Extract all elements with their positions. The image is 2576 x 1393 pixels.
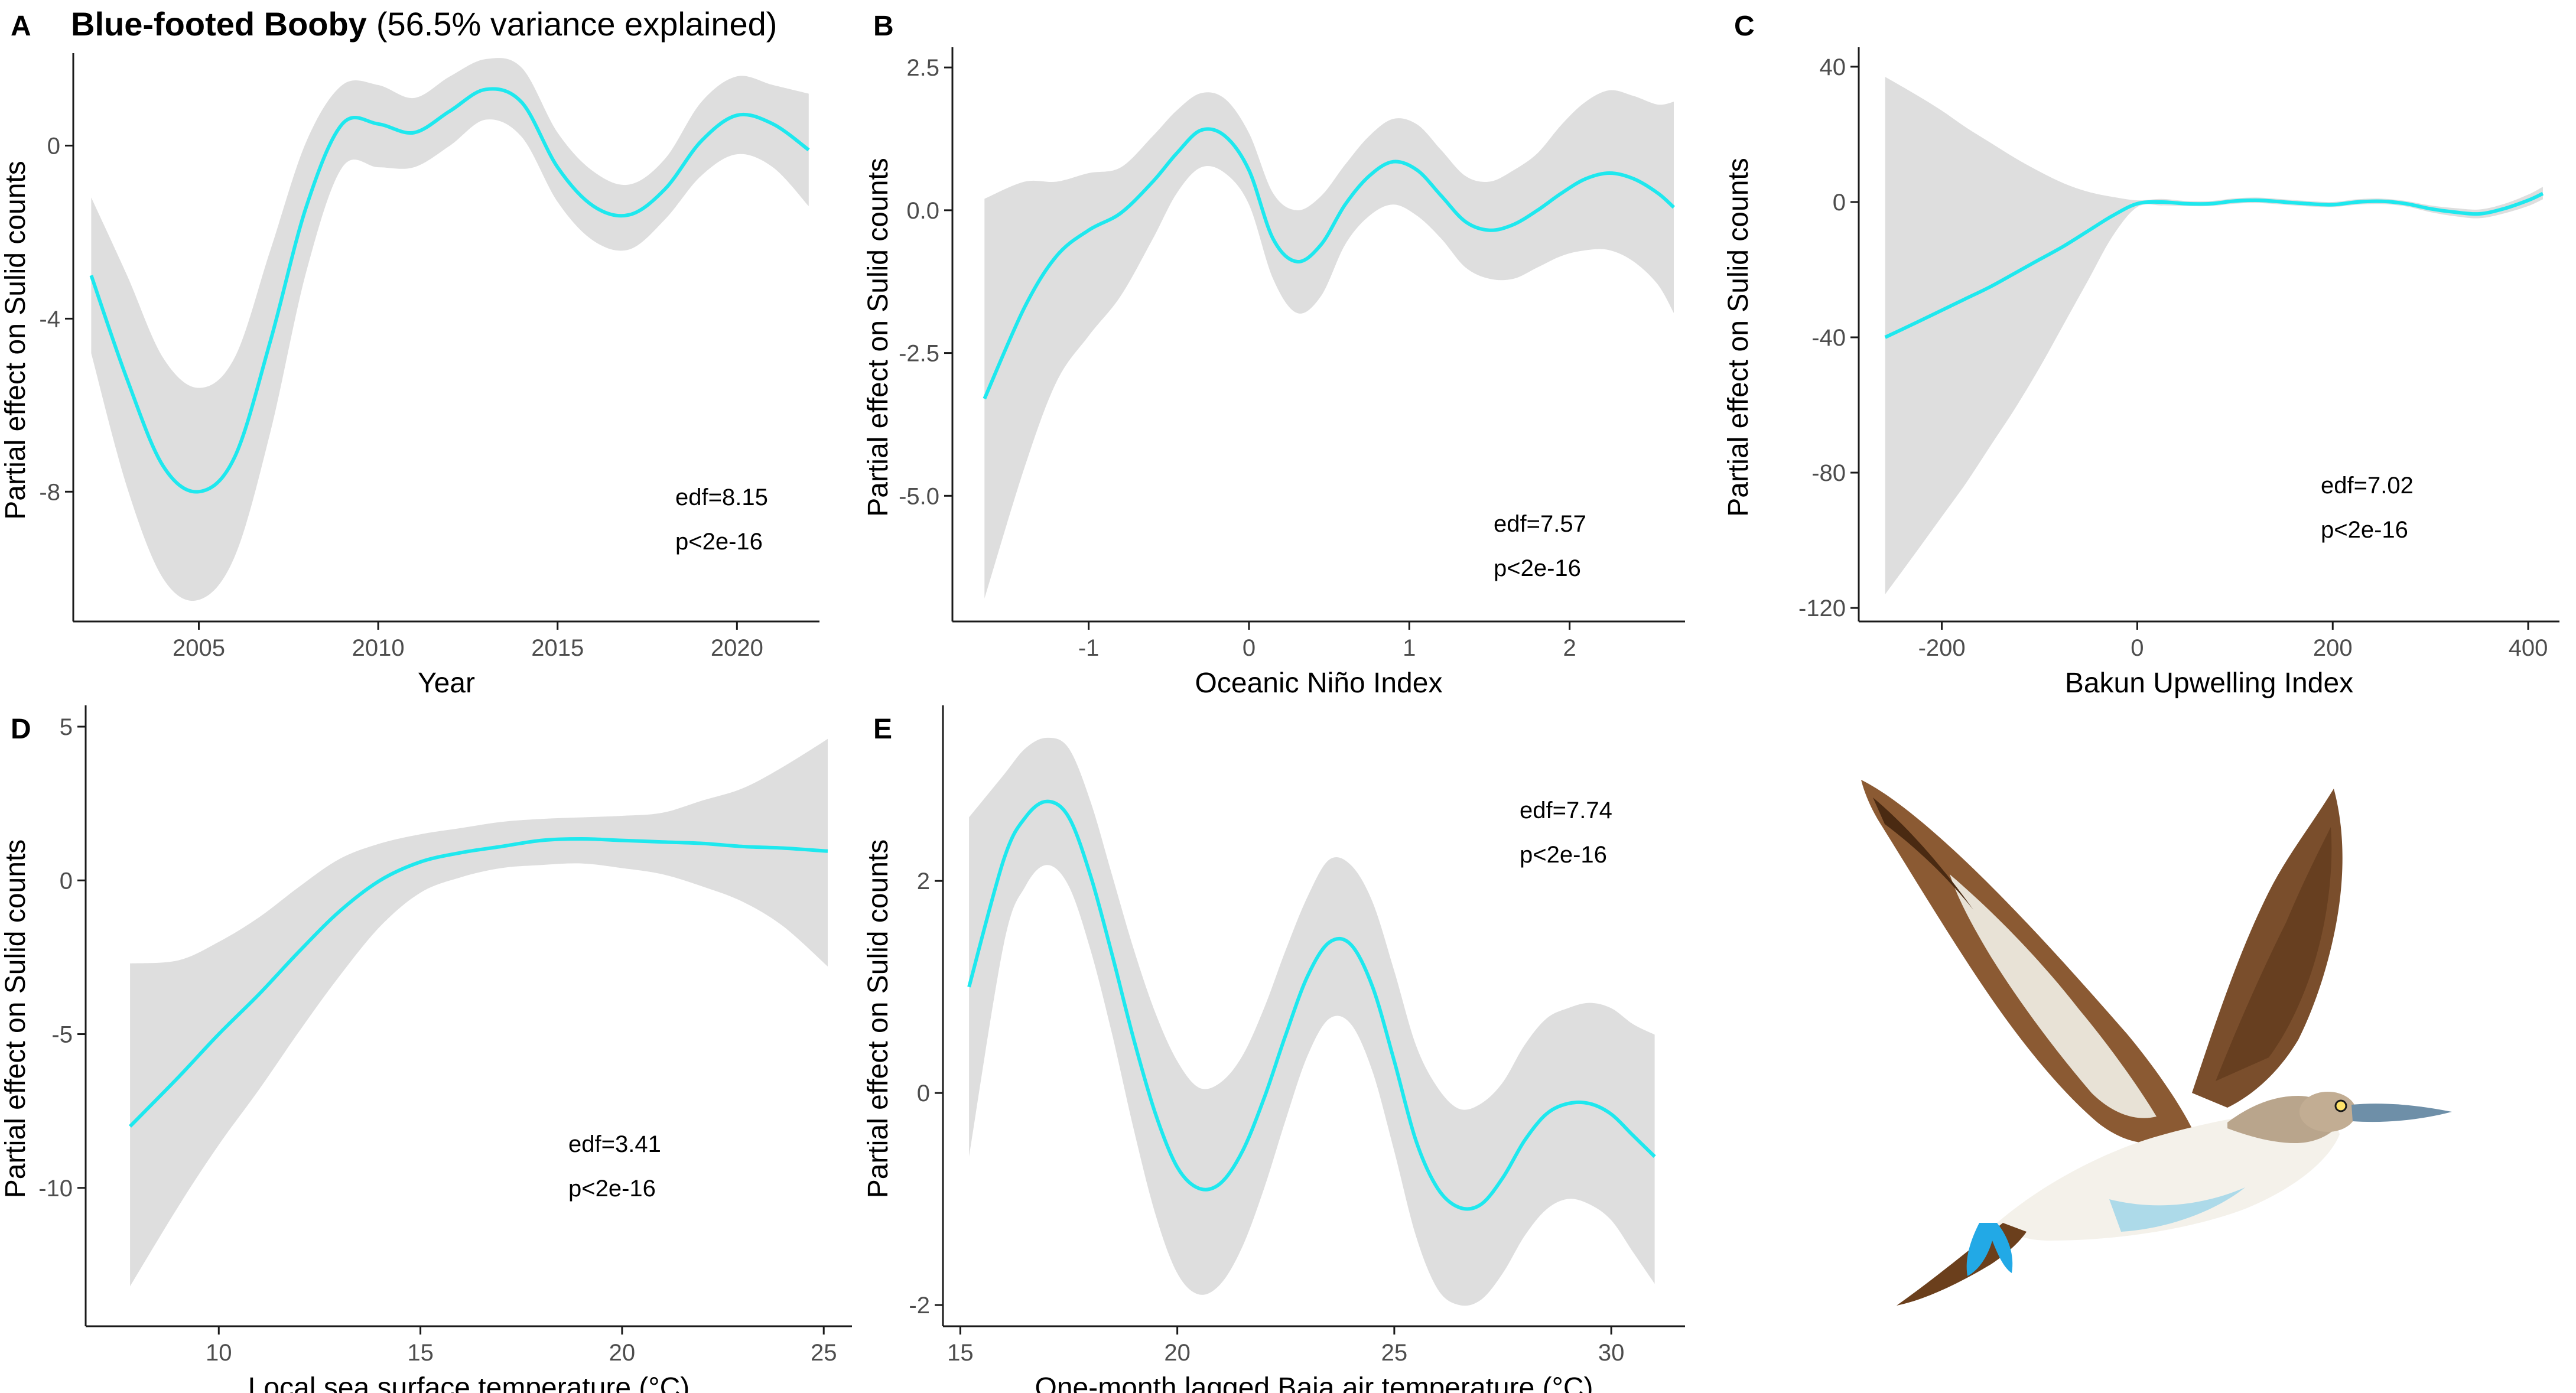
panel-letter: A — [11, 11, 31, 42]
bird-head — [2299, 1092, 2356, 1132]
y-tick-label: 0 — [1833, 190, 1846, 216]
edf-annotation: edf=7.74 — [1520, 798, 1612, 824]
confidence-band — [130, 738, 828, 1287]
p-value-annotation: p<2e-16 — [1520, 842, 1607, 868]
panel-letter: C — [1734, 11, 1755, 42]
edf-annotation: edf=7.02 — [2321, 473, 2414, 499]
x-tick-label: 30 — [1598, 1340, 1625, 1366]
fitted-smooth-line — [128, 837, 828, 1128]
edf-annotation: edf=3.41 — [568, 1131, 661, 1157]
panel-letter: B — [873, 11, 894, 42]
confidence-band — [91, 58, 809, 601]
y-tick-label: -120 — [1798, 595, 1846, 621]
y-tick-label: 2.5 — [906, 55, 939, 81]
panel-a-year-chart: 2005 2010 2015 2020 -8 -4 0 Year Partial effect … — [0, 11, 819, 699]
x-tick-label: 2015 — [531, 635, 584, 661]
p-value-annotation: p<2e-16 — [2321, 517, 2408, 543]
panel-letter: E — [873, 714, 892, 745]
x-tick-label: 0 — [1243, 635, 1256, 661]
x-tick-label: 15 — [947, 1340, 974, 1366]
bird-belly-blue — [2109, 1187, 2245, 1232]
x-tick-label: 200 — [2313, 635, 2353, 661]
bird-eye — [2334, 1099, 2347, 1112]
confidence-band — [969, 737, 1655, 1306]
bird-far-wing — [2192, 789, 2343, 1108]
y-axis-label: Partial effect on Sulid counts — [863, 158, 894, 516]
bird-far-wing-shade — [2216, 827, 2332, 1081]
y-tick-label: -8 — [39, 479, 60, 505]
x-tick-label: 25 — [811, 1340, 837, 1366]
panel-c-bakun-chart: -200 0 200 400 -120 -80 -40 0 40 Bakun Upwelling … — [1723, 11, 2559, 699]
x-tick-label: -1 — [1078, 635, 1100, 661]
bird-body — [1997, 1110, 2340, 1241]
blue-footed-booby-illustration-icon — [1861, 780, 2452, 1306]
x-tick-label: 1 — [1403, 635, 1416, 661]
y-tick-label: 0 — [47, 133, 60, 159]
x-tick-label: 20 — [609, 1340, 636, 1366]
x-axis-label: One-month lagged Baja air temperature (°… — [1035, 1372, 1593, 1393]
fitted-smooth-line — [967, 799, 1656, 1211]
y-axis-label: Partial effect on Sulid counts — [863, 839, 894, 1198]
x-tick-label: 0 — [2131, 635, 2144, 661]
y-axis-label: Partial effect on Sulid counts — [0, 161, 31, 519]
panel-e-air-temp-chart: 15 20 25 30 -2 0 2 One-month lagged Baja air te… — [863, 705, 1685, 1393]
y-tick-label: 0 — [60, 868, 73, 894]
edf-annotation: edf=8.15 — [675, 484, 768, 510]
x-axis-label: Bakun Upwelling Index — [2065, 668, 2353, 699]
x-tick-label: 25 — [1381, 1340, 1408, 1366]
y-tick-label: -2 — [909, 1293, 930, 1319]
y-tick-label: -5 — [51, 1022, 73, 1048]
x-tick-label: 20 — [1164, 1340, 1191, 1366]
confidence-band — [1885, 77, 2543, 595]
y-axis-label: Partial effect on Sulid counts — [0, 839, 31, 1198]
panel-letter: D — [11, 714, 31, 745]
y-axis-label: Partial effect on Sulid counts — [1723, 158, 1754, 516]
panel-d-sst-chart: 10 15 20 25 -10 -5 0 5 Local sea surface tempera… — [0, 705, 852, 1393]
figure-title: Blue-footed Booby (56.5% variance explain… — [71, 5, 777, 43]
x-axis-label: Oceanic Niño Index — [1195, 668, 1443, 699]
fitted-smooth-line — [983, 127, 1676, 400]
x-tick-label: 10 — [206, 1340, 232, 1366]
bird-near-wing-light — [1950, 874, 2157, 1118]
y-tick-label: 0.0 — [906, 198, 939, 224]
x-axis-label: Year — [418, 668, 475, 699]
x-tick-label: 2010 — [352, 635, 405, 661]
title-species: Blue-footed Booby — [71, 5, 367, 43]
bird-near-wing-dark — [1873, 798, 1973, 910]
y-tick-label: -40 — [1811, 325, 1846, 351]
y-tick-label: -80 — [1811, 460, 1846, 486]
panel-b-oni-chart: -1 0 1 2 -5.0 -2.5 0.0 2.5 Oceanic Niño Index Par… — [863, 11, 1685, 699]
fitted-smooth-line — [89, 87, 810, 494]
y-tick-label: 0 — [917, 1080, 930, 1106]
y-tick-label: -5.0 — [899, 483, 939, 509]
bird-foot — [1966, 1223, 2013, 1276]
y-tick-label: -4 — [39, 306, 60, 332]
fitted-smooth-line — [1884, 191, 2544, 339]
p-value-annotation: p<2e-16 — [1494, 555, 1581, 581]
y-tick-label: 40 — [1820, 54, 1846, 80]
y-tick-label: 2 — [917, 868, 930, 894]
x-tick-label: 2005 — [173, 635, 225, 661]
x-tick-label: 2020 — [711, 635, 763, 661]
confidence-band — [984, 90, 1674, 599]
y-tick-label: -2.5 — [899, 341, 939, 367]
title-variance: (56.5% variance explained) — [376, 5, 778, 43]
x-tick-label: 15 — [407, 1340, 434, 1366]
p-value-annotation: p<2e-16 — [568, 1176, 656, 1202]
y-tick-label: 5 — [60, 714, 73, 740]
bird-beak — [2351, 1104, 2452, 1122]
x-axis-label: Local sea surface temperature (°C) — [248, 1372, 690, 1393]
p-value-annotation: p<2e-16 — [675, 529, 763, 555]
edf-annotation: edf=7.57 — [1494, 511, 1586, 537]
x-tick-label: -200 — [1918, 635, 1966, 661]
x-tick-label: 400 — [2509, 635, 2548, 661]
y-tick-label: -10 — [38, 1176, 73, 1202]
x-tick-label: 2 — [1563, 635, 1576, 661]
